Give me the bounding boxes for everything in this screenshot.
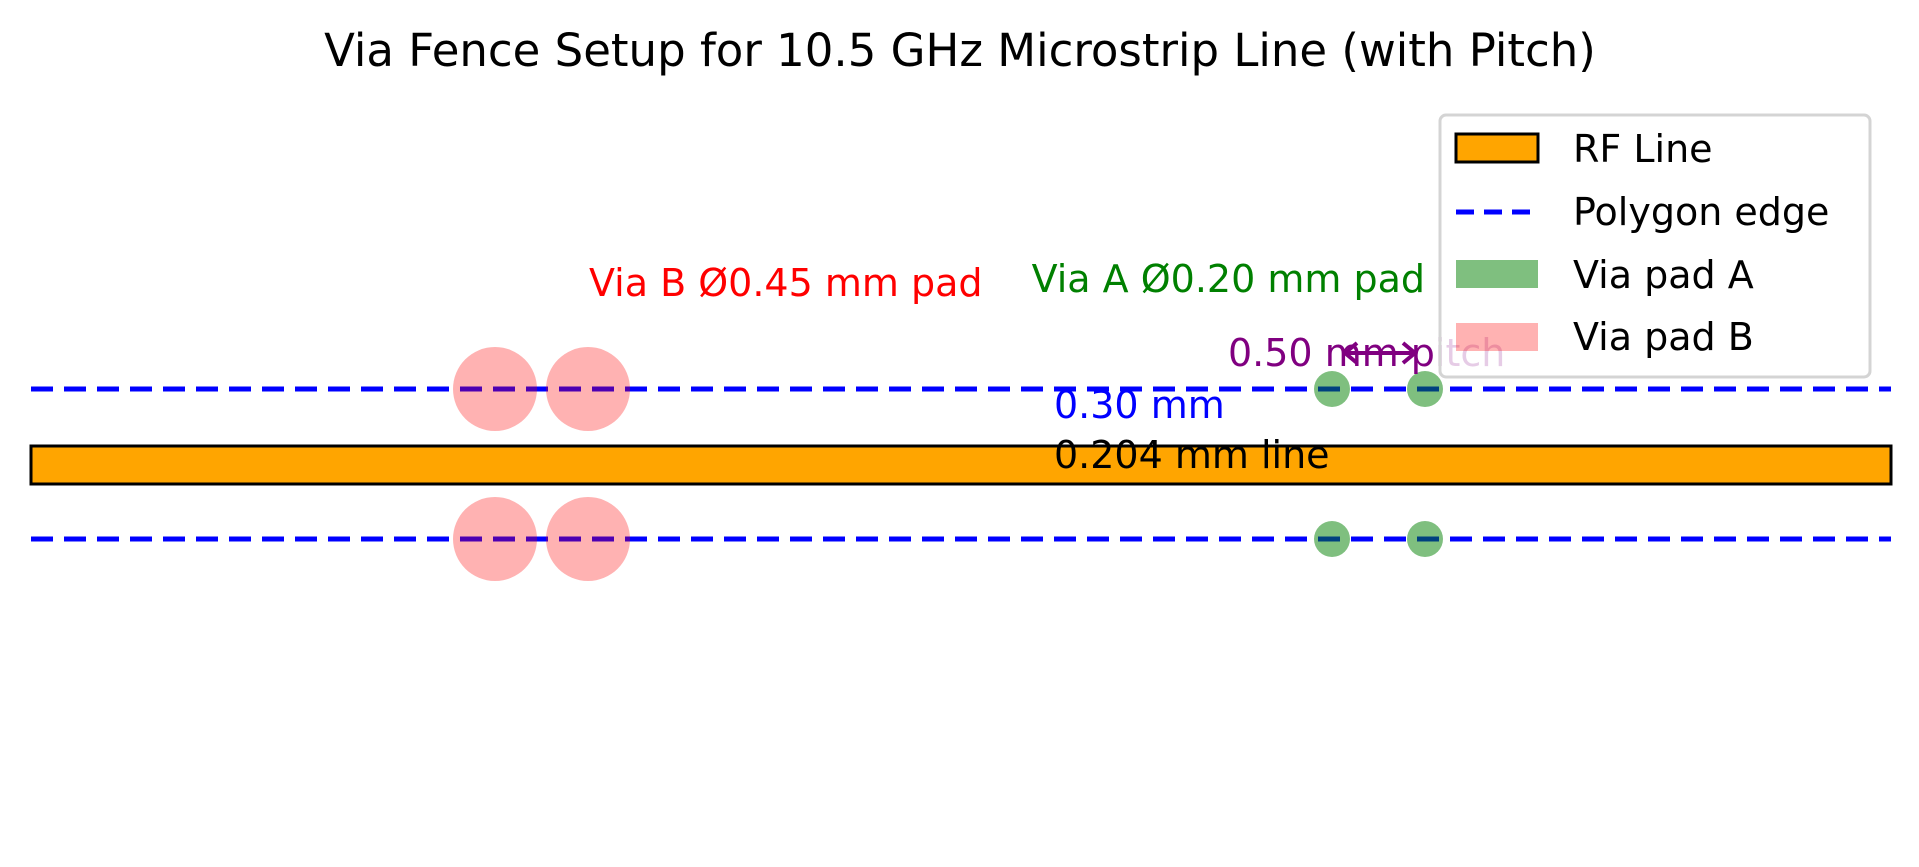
legend: RF Line Polygon edge Via pad A Via pad B bbox=[1438, 113, 1872, 379]
via-a-label: Via A Ø0.20 mm pad bbox=[1032, 257, 1425, 301]
gap-label: 0.30 mm bbox=[1054, 383, 1225, 427]
legend-rf-line-swatch bbox=[1454, 132, 1540, 164]
pitch-arrow bbox=[1341, 341, 1419, 365]
legend-label: Polygon edge bbox=[1573, 190, 1829, 234]
via-pad-a bbox=[1314, 521, 1350, 557]
via-pad-b bbox=[546, 347, 630, 431]
via-pad-b bbox=[453, 497, 537, 581]
legend-label: Via pad B bbox=[1573, 315, 1754, 359]
line-width-label: 0.204 mm line bbox=[1054, 433, 1330, 477]
via-pad-a bbox=[1407, 371, 1443, 407]
legend-label: Via pad A bbox=[1573, 253, 1754, 297]
diagram-title: Via Fence Setup for 10.5 GHz Microstrip … bbox=[324, 24, 1596, 77]
via-pad-a bbox=[1314, 371, 1350, 407]
via-pad-b bbox=[453, 347, 537, 431]
via-b-label: Via B Ø0.45 mm pad bbox=[589, 261, 982, 305]
legend-label: RF Line bbox=[1573, 127, 1713, 171]
legend-via-pad-b-swatch bbox=[1456, 323, 1538, 351]
via-pad-a bbox=[1407, 521, 1443, 557]
legend-via-pad-a-swatch bbox=[1456, 260, 1538, 288]
via-pad-b bbox=[546, 497, 630, 581]
rf-line bbox=[29, 444, 1893, 486]
